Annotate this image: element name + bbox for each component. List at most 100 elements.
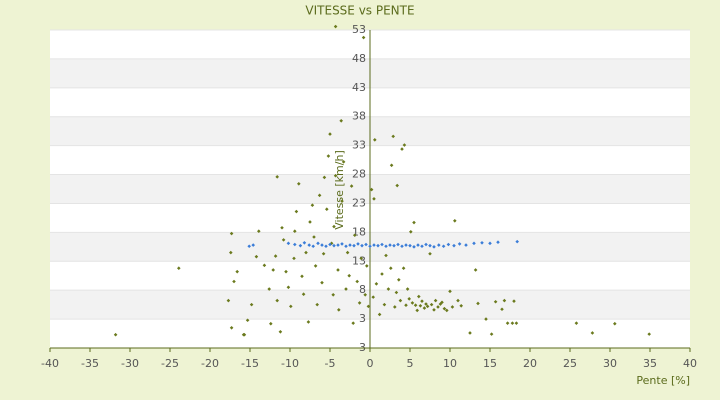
- point: [226, 298, 231, 303]
- point: [340, 242, 344, 246]
- point: [366, 304, 371, 309]
- point: [574, 321, 579, 325]
- point: [412, 220, 416, 225]
- point: [344, 287, 348, 291]
- point: [229, 231, 234, 236]
- y-tick-label: 23: [352, 196, 366, 209]
- point: [393, 305, 397, 309]
- point: [425, 304, 430, 309]
- point: [320, 243, 324, 247]
- point: [267, 287, 271, 291]
- x-tick-label: 35: [643, 357, 657, 370]
- point: [408, 243, 412, 248]
- point: [502, 298, 507, 303]
- point: [337, 308, 341, 312]
- point: [361, 35, 366, 40]
- point: [488, 241, 492, 246]
- point: [422, 306, 427, 310]
- point: [273, 254, 278, 258]
- point: [356, 242, 360, 246]
- point: [613, 321, 617, 326]
- point: [372, 197, 376, 201]
- x-tick-label: 20: [523, 357, 537, 370]
- point: [341, 160, 346, 164]
- point: [254, 254, 259, 259]
- point: [307, 243, 311, 247]
- point: [512, 299, 516, 303]
- point: [456, 298, 460, 303]
- y-tick-label: 18: [352, 225, 366, 238]
- point: [332, 243, 336, 248]
- point: [400, 244, 404, 249]
- point: [395, 183, 399, 188]
- point: [446, 242, 451, 247]
- point: [480, 240, 484, 245]
- point: [433, 298, 438, 303]
- point: [377, 312, 382, 317]
- point: [420, 244, 424, 249]
- point: [328, 242, 332, 247]
- point: [515, 239, 519, 244]
- x-axis-title: Pente [%]: [636, 374, 690, 387]
- point: [493, 299, 498, 304]
- point: [321, 251, 326, 256]
- point: [333, 24, 338, 29]
- point: [313, 264, 318, 268]
- point: [420, 299, 424, 303]
- point: [293, 242, 297, 247]
- point: [374, 282, 379, 286]
- point: [308, 220, 312, 224]
- point: [311, 244, 315, 249]
- point: [298, 243, 303, 248]
- point: [280, 225, 284, 230]
- point: [473, 268, 478, 272]
- x-tick-label: -25: [161, 357, 179, 370]
- x-tick-label: 25: [563, 357, 577, 370]
- point: [401, 266, 406, 271]
- point: [438, 302, 443, 306]
- point: [428, 251, 432, 256]
- point: [324, 244, 328, 249]
- point: [457, 242, 462, 246]
- point: [400, 147, 404, 151]
- point: [251, 243, 255, 247]
- point: [278, 330, 283, 334]
- point: [371, 295, 375, 299]
- point: [459, 303, 463, 308]
- point: [424, 302, 428, 306]
- y-tick-label: 38: [352, 110, 366, 123]
- point: [232, 279, 236, 284]
- point: [301, 292, 306, 297]
- point: [241, 332, 246, 337]
- point: [333, 173, 338, 178]
- point: [500, 307, 504, 312]
- point: [292, 256, 296, 261]
- point: [352, 243, 356, 248]
- point: [436, 305, 440, 309]
- point: [394, 290, 399, 295]
- point: [380, 272, 384, 276]
- point: [442, 306, 447, 311]
- point: [317, 193, 322, 198]
- x-tick-label: 40: [683, 357, 697, 370]
- point: [484, 317, 488, 321]
- point: [384, 253, 388, 258]
- point: [404, 243, 408, 247]
- point: [229, 250, 233, 255]
- point: [336, 243, 340, 247]
- point: [464, 243, 468, 247]
- point: [380, 242, 384, 247]
- x-tick-label: -30: [121, 357, 139, 370]
- y-tick-label: 33: [352, 139, 366, 152]
- point: [297, 181, 301, 186]
- point: [445, 308, 449, 313]
- point: [357, 301, 362, 305]
- point: [326, 154, 331, 158]
- point: [332, 224, 336, 229]
- point: [360, 243, 364, 248]
- x-tick-label: 30: [603, 357, 617, 370]
- point: [415, 308, 419, 313]
- y-tick-label: 28: [352, 168, 366, 181]
- point: [404, 303, 408, 308]
- point: [289, 304, 293, 309]
